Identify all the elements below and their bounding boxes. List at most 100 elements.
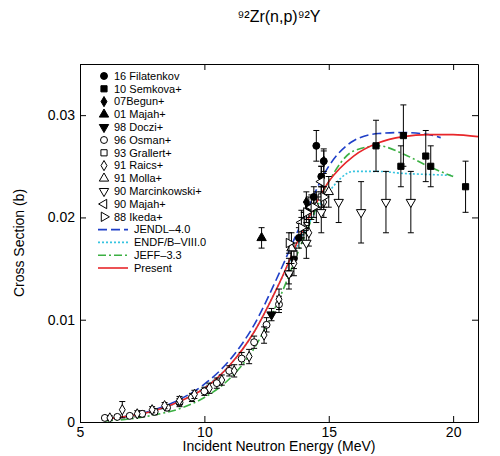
tick-mark — [80, 320, 86, 321]
point — [334, 199, 343, 207]
point — [114, 413, 121, 420]
point — [231, 366, 237, 376]
series — [291, 187, 325, 264]
error-bar — [246, 349, 252, 363]
point — [191, 389, 197, 399]
legend-item: 91 Raics+ — [101, 159, 163, 171]
point — [251, 339, 258, 346]
legend-swatch — [98, 267, 128, 269]
error-bar — [119, 402, 125, 418]
legend-swatch — [101, 86, 107, 92]
error-bar — [463, 161, 469, 212]
tick-mark — [329, 64, 330, 70]
point — [316, 177, 324, 186]
point — [302, 240, 311, 248]
curve — [105, 133, 441, 419]
legend-swatch — [101, 150, 107, 156]
error-bar — [206, 383, 212, 393]
legend-label: 88 Ikeda+ — [114, 211, 163, 223]
y-axis: 00.010.020.03 — [48, 65, 86, 430]
axis-line — [80, 65, 81, 423]
error-bar — [276, 289, 282, 309]
legend-item: JENDL–4.0 — [98, 223, 190, 235]
point — [324, 186, 333, 194]
tick-mark — [80, 217, 86, 218]
axis-line — [478, 65, 479, 423]
error-bar — [400, 105, 406, 166]
point — [286, 238, 294, 247]
legend-label: 96 Osman+ — [114, 134, 171, 146]
tick: 0 — [67, 414, 86, 430]
legend-label: 91 Raics+ — [114, 159, 163, 171]
point — [276, 294, 282, 304]
plot-area — [101, 105, 478, 422]
y-axis-title: Cross Section (b) — [11, 189, 27, 297]
error-bar — [261, 327, 267, 343]
tick — [472, 320, 478, 321]
point — [317, 210, 326, 218]
point — [149, 405, 155, 415]
series — [287, 177, 334, 264]
tick-label: 5 — [77, 424, 85, 440]
tick-mark — [204, 64, 205, 70]
legend-swatch — [98, 242, 128, 244]
legend-label: 90 Majah+ — [114, 198, 166, 210]
axis-line — [81, 422, 479, 423]
point — [356, 210, 365, 218]
legend-label: 10 Semkova+ — [114, 83, 182, 95]
series — [303, 149, 326, 212]
point — [299, 223, 307, 232]
tick — [329, 64, 330, 70]
legend-item: 90 Majah+ — [99, 198, 166, 210]
series — [285, 130, 327, 283]
legend-label: JEFF–3.3 — [134, 249, 182, 261]
legend: 16 Filatenkov10 Semkova+07Begun+01 Majah… — [98, 70, 206, 274]
point — [267, 312, 276, 320]
point — [373, 143, 379, 149]
error-bar — [219, 375, 225, 385]
legend-swatch — [98, 254, 128, 256]
x-axis-title: Incident Neutron Energy (MeV) — [183, 438, 376, 454]
curve — [105, 171, 453, 419]
series — [101, 296, 282, 421]
legend-label: 16 Filatenkov — [114, 70, 180, 82]
legend-swatch — [101, 161, 107, 171]
legend-swatch — [99, 199, 107, 208]
point — [126, 412, 133, 419]
point — [238, 355, 245, 362]
legend-label: 98 Doczi+ — [114, 121, 163, 133]
legend-swatch — [99, 173, 108, 181]
tick-mark — [204, 416, 205, 422]
legend-item: 98 Doczi+ — [99, 121, 163, 133]
tick-mark — [472, 320, 478, 321]
point — [246, 351, 252, 361]
point — [134, 409, 140, 419]
legend-swatch — [101, 212, 109, 221]
error-bar — [251, 336, 257, 348]
legend-item: JEFF–3.3 — [98, 249, 182, 261]
legend-label: ENDF/B–VIII.0 — [134, 236, 206, 248]
error-bar — [231, 365, 237, 377]
point — [381, 199, 390, 207]
tick: 10 — [197, 416, 213, 440]
series — [296, 166, 324, 235]
legend-item: 91 Molla+ — [99, 172, 162, 184]
legend-item: 88 Ikeda+ — [101, 211, 162, 223]
tick — [472, 115, 478, 116]
tick-label: 0.02 — [48, 209, 75, 225]
legend-item: 01 Majah+ — [99, 108, 165, 120]
tick-label: 20 — [446, 424, 462, 440]
legend-swatch — [99, 124, 108, 132]
legend-swatch — [98, 229, 128, 231]
tick-mark — [80, 422, 86, 423]
point — [304, 208, 312, 217]
point — [162, 401, 168, 411]
legend-label: 90 Marcinkowski+ — [114, 185, 202, 197]
tick-mark — [472, 217, 478, 218]
error-bar — [373, 120, 379, 171]
legend-item: 96 Osman+ — [101, 134, 172, 146]
legend-item: 93 Grallert+ — [101, 147, 172, 159]
point — [321, 156, 327, 166]
point — [107, 413, 113, 422]
legend-swatch — [101, 137, 108, 144]
